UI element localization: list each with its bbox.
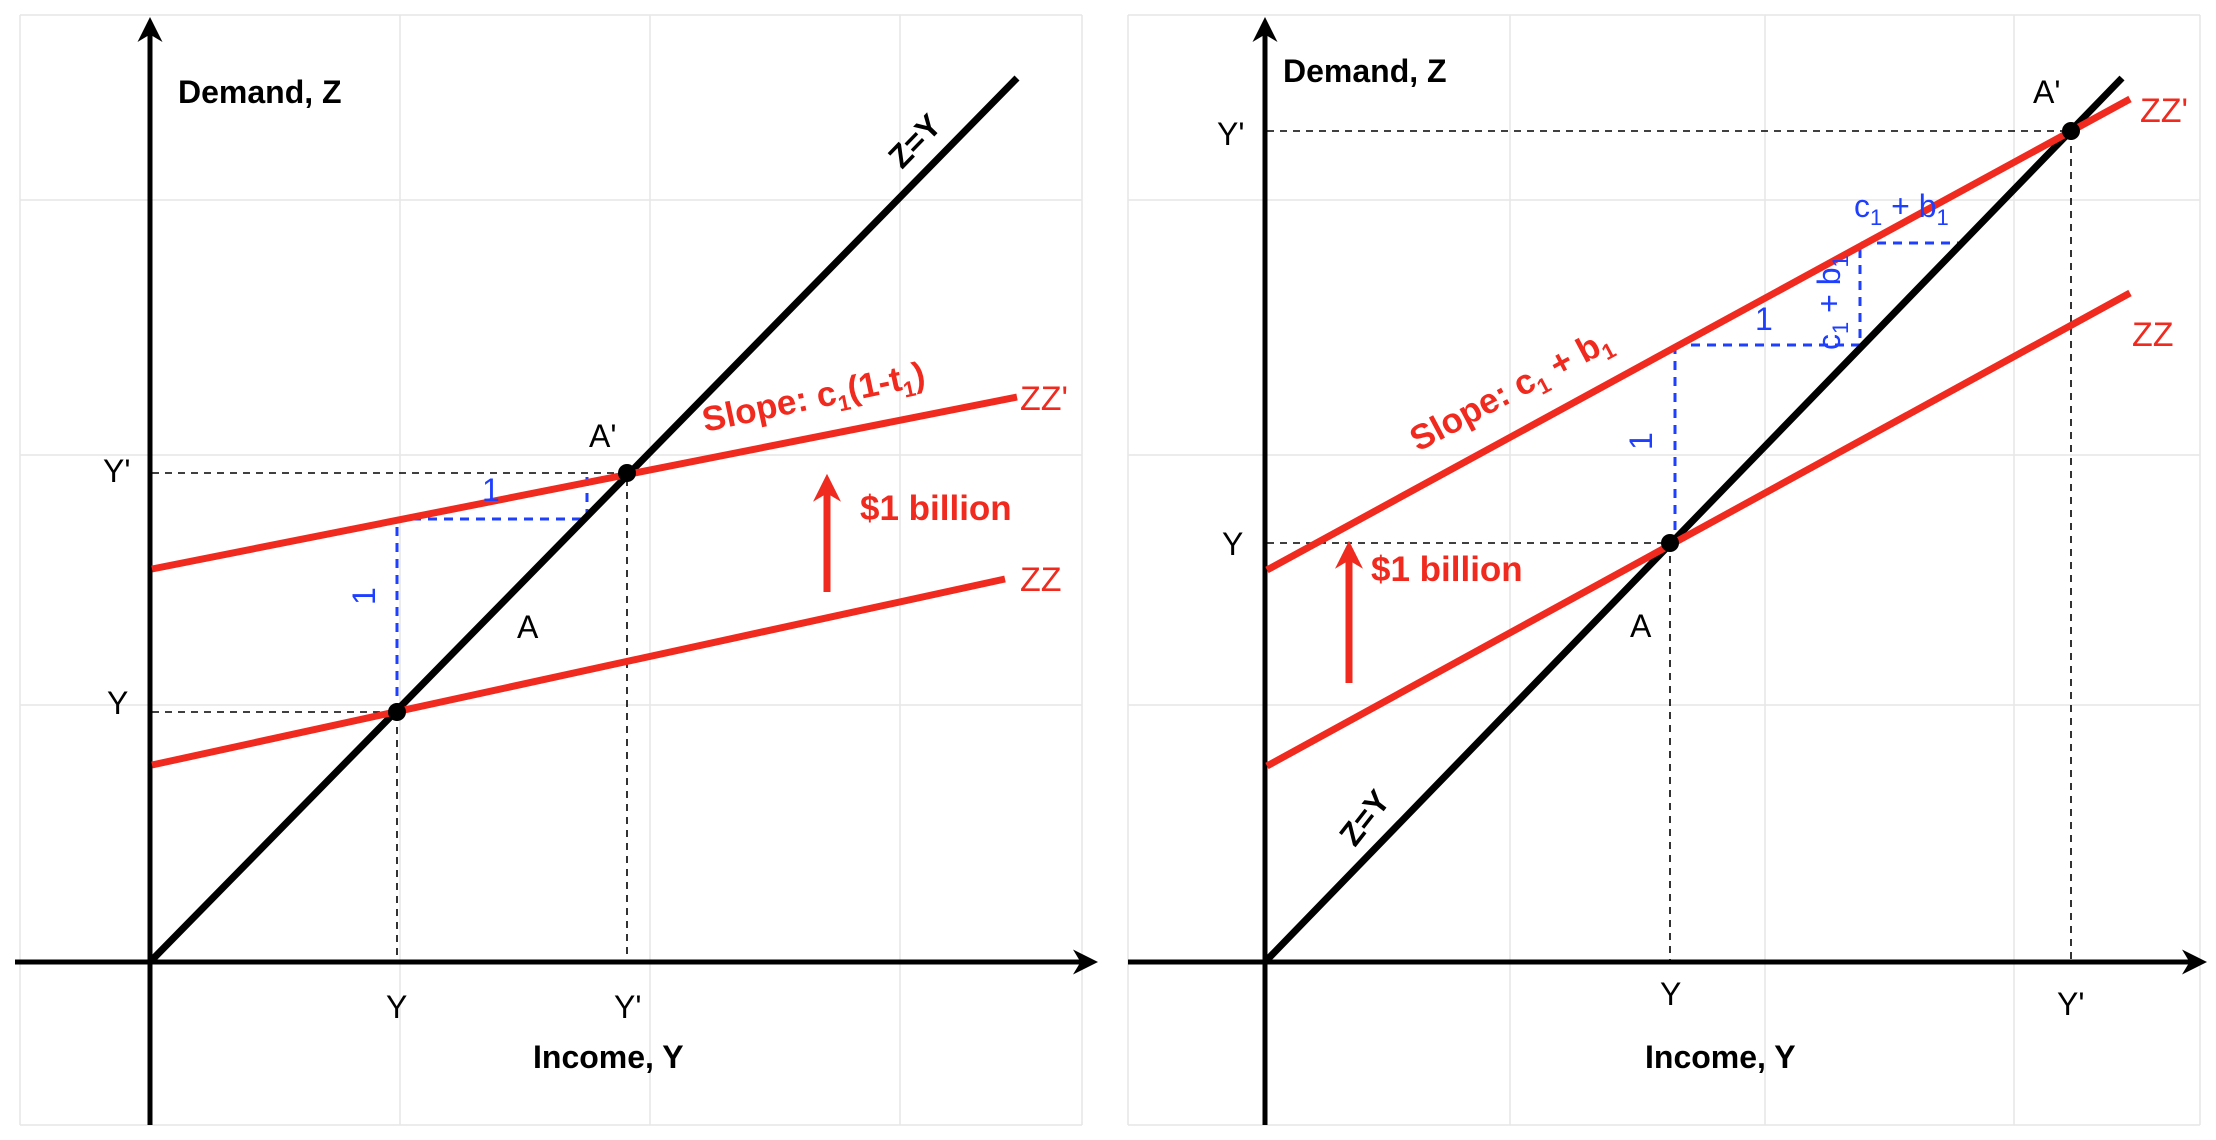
right-line-45deg (1262, 75, 2125, 965)
left-step-vertical-label: 1 (346, 587, 382, 605)
right-x-tick-y: Y (1660, 976, 1681, 1012)
left-step-triangle (395, 473, 589, 712)
right-curve-zz-label: ZZ (2132, 316, 2174, 354)
left-curve-zz (151, 575, 1006, 769)
left-point-a-label: A (517, 609, 539, 645)
left-line-45deg (147, 75, 1020, 965)
left-x-axis-label: Income, Y (533, 1039, 684, 1075)
left-y-tick-y: Y (107, 685, 128, 721)
left-x-tick-y: Y (386, 989, 407, 1025)
right-line-45deg-label: Z=Y (1332, 783, 1397, 852)
left-curve-zz-label: ZZ (1020, 561, 1062, 599)
right-point-a (1661, 534, 1679, 552)
left-point-a-prime (618, 464, 636, 482)
right-step-vertical-label: 1 (1623, 432, 1659, 450)
right-small-step-side-label: c1 + b1 (1811, 255, 1853, 350)
right-curve-zz (1265, 289, 2132, 770)
right-y-axis-label: Demand, Z (1283, 53, 1447, 89)
right-small-step-top-label: c1 + b1 (1854, 188, 1949, 230)
right-shift-label: $1 billion (1371, 550, 1523, 589)
left-guide-y (152, 711, 398, 962)
left-point-a (388, 703, 406, 721)
right-guide-yprime (1267, 130, 2072, 962)
right-curve-zz-prime (1265, 95, 2132, 574)
right-step-horizontal-label: 1 (1755, 301, 1773, 337)
right-y-tick-y: Y (1222, 526, 1243, 562)
right-y-tick-yprime: Y' (1217, 116, 1244, 152)
right-point-a-prime-label: A' (2033, 74, 2060, 110)
left-line-45deg-label: Z=Y (881, 107, 948, 175)
right-x-tick-yprime: Y' (2057, 986, 2084, 1022)
right-step-triangle (1675, 241, 1965, 347)
left-x-tick-yprime: Y' (614, 989, 641, 1025)
left-curve-zz-prime-label: ZZ' (1020, 380, 1068, 418)
left-panel: Demand, Z Income, Y Y Y' Y Y' Z=Y ZZ' ZZ… (15, 14, 1098, 1126)
left-shift-label: $1 billion (860, 489, 1012, 528)
left-point-a-prime-label: A' (589, 418, 616, 454)
left-grid (19, 14, 1083, 1126)
left-y-axis-label: Demand, Z (178, 74, 342, 110)
right-point-a-label: A (1630, 608, 1652, 644)
right-point-a-prime (2062, 122, 2080, 140)
left-step-horizontal-label: 1 (482, 472, 500, 508)
right-grid (1127, 14, 2201, 1126)
left-curve-zz-prime (151, 393, 1018, 573)
right-x-axis-label: Income, Y (1645, 1039, 1796, 1075)
right-curve-zz-prime-label: ZZ' (2140, 92, 2188, 130)
right-panel: Demand, Z Income, Y Y Y' Y Y' Z=Y ZZ' ZZ… (1127, 14, 2207, 1126)
left-y-tick-yprime: Y' (103, 453, 130, 489)
